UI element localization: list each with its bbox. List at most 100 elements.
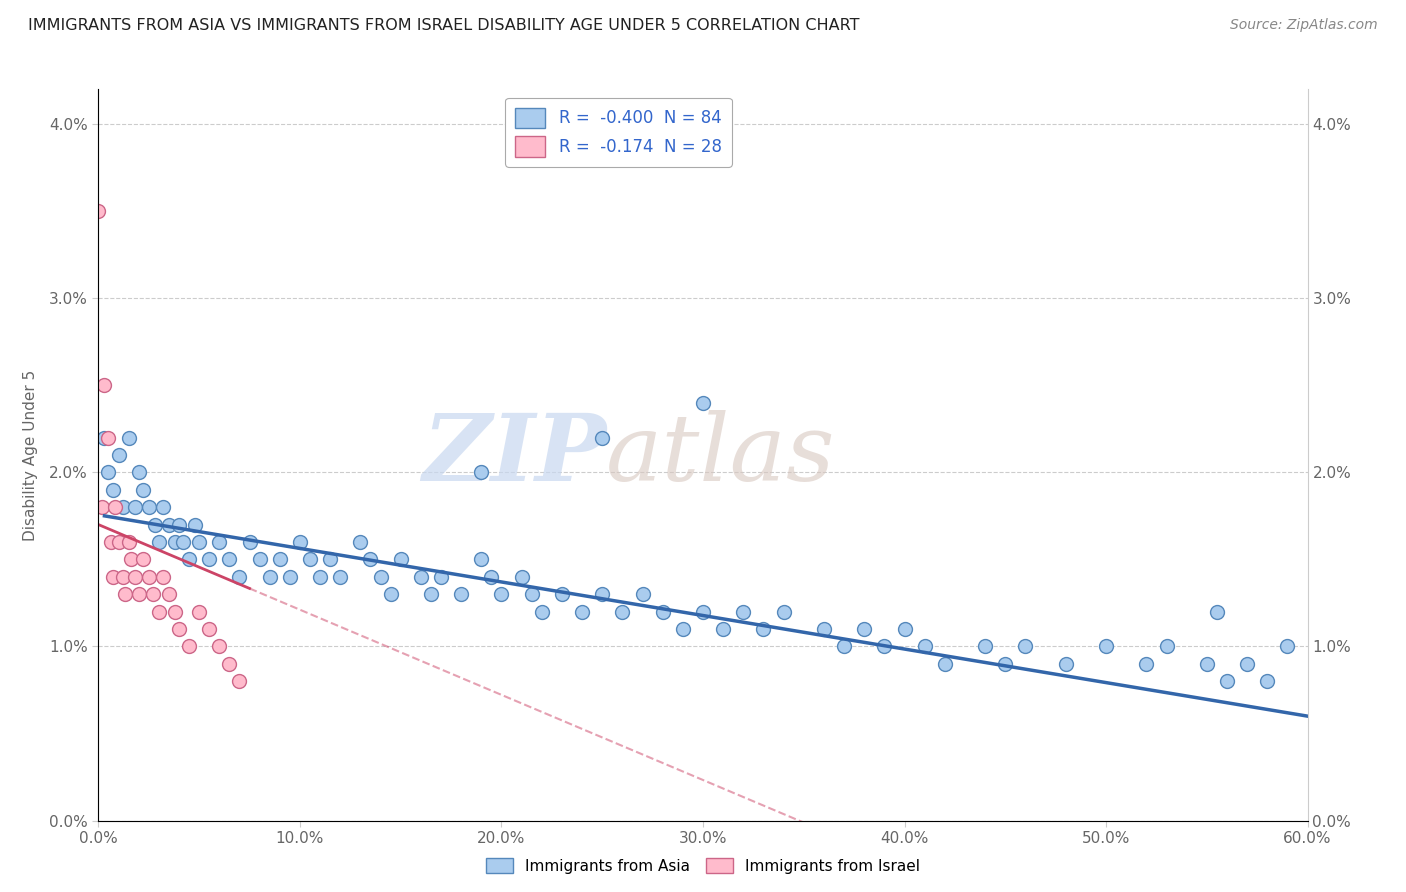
Point	[1277, 640, 1299, 654]
Point	[198, 622, 221, 636]
Point	[450, 587, 472, 601]
Point	[530, 605, 553, 619]
Point	[138, 500, 160, 515]
Point	[188, 605, 211, 619]
Point	[380, 587, 402, 601]
Point	[118, 430, 141, 444]
Point	[198, 552, 221, 566]
Point	[100, 535, 122, 549]
Point	[1054, 657, 1077, 671]
Point	[128, 587, 150, 601]
Point	[93, 378, 115, 392]
Point	[571, 605, 593, 619]
Point	[672, 622, 695, 636]
Point	[309, 570, 332, 584]
Point	[591, 587, 613, 601]
Point	[651, 605, 673, 619]
Point	[631, 587, 654, 601]
Point	[142, 587, 165, 601]
Point	[97, 466, 120, 480]
Legend: Immigrants from Asia, Immigrants from Israel: Immigrants from Asia, Immigrants from Is…	[479, 852, 927, 880]
Point	[143, 517, 166, 532]
Text: ZIP: ZIP	[422, 410, 606, 500]
Point	[107, 448, 129, 462]
Point	[132, 483, 155, 497]
Point	[853, 622, 876, 636]
Point	[179, 640, 201, 654]
Point	[813, 622, 835, 636]
Point	[152, 570, 174, 584]
Point	[752, 622, 775, 636]
Point	[87, 204, 110, 219]
Point	[470, 466, 492, 480]
Point	[163, 535, 186, 549]
Point	[259, 570, 281, 584]
Point	[1256, 674, 1278, 689]
Point	[157, 587, 180, 601]
Point	[319, 552, 342, 566]
Point	[101, 483, 124, 497]
Point	[994, 657, 1017, 671]
Point	[208, 640, 231, 654]
Point	[128, 466, 150, 480]
Point	[93, 430, 115, 444]
Point	[163, 605, 186, 619]
Point	[103, 500, 125, 515]
Point	[914, 640, 936, 654]
Point	[218, 657, 240, 671]
Text: atlas: atlas	[606, 410, 835, 500]
Point	[288, 535, 311, 549]
Point	[1195, 657, 1218, 671]
Point	[1156, 640, 1178, 654]
Point	[299, 552, 322, 566]
Point	[873, 640, 896, 654]
Point	[148, 535, 170, 549]
Point	[97, 430, 120, 444]
Point	[612, 605, 634, 619]
Point	[974, 640, 997, 654]
Point	[228, 570, 250, 584]
Point	[409, 570, 432, 584]
Y-axis label: Disability Age Under 5: Disability Age Under 5	[22, 369, 38, 541]
Point	[349, 535, 371, 549]
Point	[934, 657, 956, 671]
Point	[389, 552, 412, 566]
Point	[1135, 657, 1157, 671]
Point	[184, 517, 207, 532]
Point	[278, 570, 301, 584]
Point	[733, 605, 755, 619]
Point	[1216, 674, 1239, 689]
Point	[218, 552, 240, 566]
Point	[893, 622, 915, 636]
Point	[329, 570, 352, 584]
Point	[157, 517, 180, 532]
Point	[481, 570, 503, 584]
Point	[1206, 605, 1229, 619]
Point	[148, 605, 170, 619]
Point	[208, 535, 231, 549]
Point	[1236, 657, 1258, 671]
Point	[711, 622, 734, 636]
Point	[120, 552, 142, 566]
Point	[420, 587, 443, 601]
Text: Source: ZipAtlas.com: Source: ZipAtlas.com	[1230, 18, 1378, 32]
Point	[91, 500, 114, 515]
Point	[470, 552, 492, 566]
Point	[491, 587, 513, 601]
Point	[239, 535, 262, 549]
Point	[188, 535, 211, 549]
Point	[124, 500, 146, 515]
Point	[520, 587, 543, 601]
Point	[118, 535, 141, 549]
Point	[179, 552, 201, 566]
Point	[114, 587, 136, 601]
Point	[101, 570, 124, 584]
Text: IMMIGRANTS FROM ASIA VS IMMIGRANTS FROM ISRAEL DISABILITY AGE UNDER 5 CORRELATIO: IMMIGRANTS FROM ASIA VS IMMIGRANTS FROM …	[28, 18, 859, 33]
Point	[138, 570, 160, 584]
Point	[228, 674, 250, 689]
Point	[510, 570, 533, 584]
Point	[360, 552, 382, 566]
Point	[249, 552, 271, 566]
Point	[370, 570, 392, 584]
Point	[269, 552, 291, 566]
